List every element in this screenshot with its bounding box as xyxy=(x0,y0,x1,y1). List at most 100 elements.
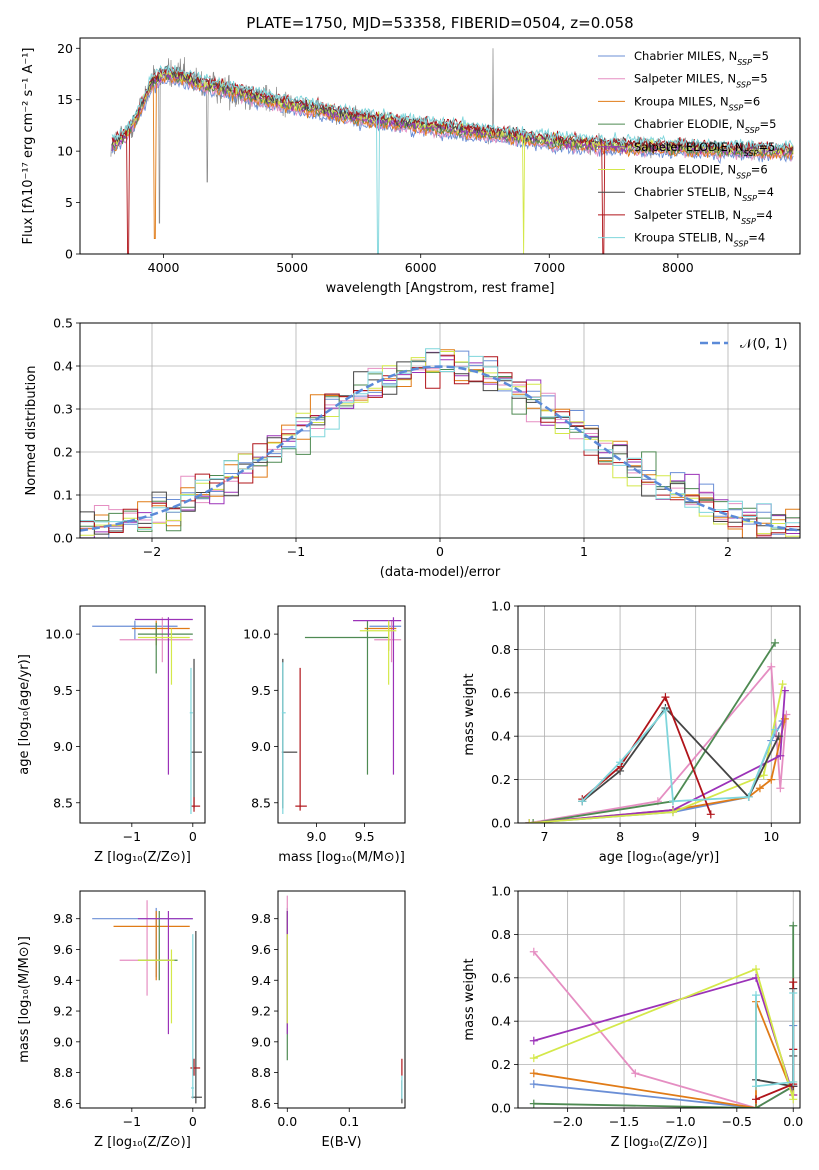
weights-vs-age-series-line xyxy=(581,708,776,803)
spectrum-ytick-label: 20 xyxy=(57,41,73,56)
residuals-ytick-label: 0.1 xyxy=(53,488,73,503)
weights-vs-Z-point-marker xyxy=(789,921,798,930)
mass-vs-EBV-ytick-label: 8.8 xyxy=(251,1065,271,1080)
weights-vs-age-point-marker xyxy=(778,680,787,689)
weights-vs-age-ytick-label: 0.0 xyxy=(491,816,511,831)
weights-vs-age-point-marker xyxy=(780,686,789,695)
weights-vs-age-series-line xyxy=(529,718,786,823)
residuals-ytick-label: 0.4 xyxy=(53,359,73,374)
residuals-xlabel: (data-model)/error xyxy=(380,565,501,580)
weights-vs-Z-series-line xyxy=(533,967,795,1100)
spectrum-ylabel: Flux [fλ10⁻¹⁷ erg cm⁻² s⁻¹ A⁻¹] xyxy=(21,48,36,245)
weights-vs-Z-point-marker xyxy=(752,1104,761,1108)
weights-vs-Z-ylabel: mass weight xyxy=(462,958,477,1040)
weights-vs-age-ytick-label: 0.4 xyxy=(491,729,511,744)
weights-vs-age-xtick-label: 8 xyxy=(616,829,624,844)
spectrum-frame xyxy=(79,37,801,255)
weights-vs-age-point-marker xyxy=(771,638,780,647)
weights-vs-age-point-marker xyxy=(776,784,785,793)
weights-vs-age-plot-area xyxy=(525,638,791,823)
spectrum-ytick-label: 5 xyxy=(65,195,73,210)
weights-vs-age-point-marker xyxy=(661,693,670,702)
weights-vs-age-point-marker xyxy=(668,797,677,806)
weights-vs-Z-point-marker xyxy=(789,1077,798,1086)
spectrum-legend-label: Kroupa MILES, NSSP=6 xyxy=(634,94,760,112)
age-vs-mass-ytick-label: 10.0 xyxy=(243,627,271,642)
spectrum-legend-label: Chabrier STELIB, NSSP=4 xyxy=(634,185,774,203)
weights-vs-age-xlabel: age [log₁₀(age/yr)] xyxy=(599,850,720,865)
age-vs-Z-xtick-label: 0 xyxy=(189,829,197,844)
weights-vs-age-series-line xyxy=(532,642,776,823)
spectrum-ytick-label: 0 xyxy=(65,247,73,262)
mass-vs-EBV-xtick-label: 0.1 xyxy=(339,1114,359,1129)
weights-vs-Z-ytick-label: 0.8 xyxy=(491,927,511,942)
spectrum-legend-label: Chabrier MILES, NSSP=5 xyxy=(634,49,769,67)
weights-vs-age-ytick-label: 0.2 xyxy=(491,772,511,787)
spectrum-xlabel: wavelength [Angstrom, rest frame] xyxy=(326,281,555,296)
weights-vs-Z-ytick-label: 0.4 xyxy=(491,1014,511,1029)
weights-vs-age-ytick-label: 0.6 xyxy=(491,685,511,700)
mass-vs-EBV-ytick-label: 9.6 xyxy=(251,942,271,957)
mass-vs-Z-frame xyxy=(79,890,206,1109)
mass-vs-Z-ytick-label: 9.6 xyxy=(53,942,73,957)
weights-vs-Z-ytick-label: 1.0 xyxy=(491,884,511,899)
weights-vs-age-point-marker xyxy=(744,792,753,801)
weights-vs-age-point-marker xyxy=(616,758,625,767)
weights-vs-Z-point-marker xyxy=(752,1082,761,1091)
weights-vs-Z-xtick-label: 0.0 xyxy=(783,1114,803,1129)
weights-vs-age-point-marker xyxy=(661,706,670,715)
mass-vs-Z-xtick-label: 0 xyxy=(189,1114,197,1129)
residuals-ylabel: Normed distribution xyxy=(24,366,39,496)
weights-vs-age-point-marker xyxy=(767,775,776,784)
age-vs-mass-xlabel: mass [log₁₀(M/M⊙)] xyxy=(278,850,405,865)
age-vs-mass-ytick-label: 9.5 xyxy=(251,683,271,698)
age-vs-mass-xtick-label: 9.0 xyxy=(307,829,327,844)
mass-vs-Z-ylabel: mass [log₁₀(M/M⊙)] xyxy=(17,936,32,1063)
age-vs-Z-plot-area xyxy=(92,617,202,815)
weights-vs-age-point-marker xyxy=(706,810,715,819)
weights-vs-Z-plot-area xyxy=(529,921,798,1108)
weights-vs-age-point-marker xyxy=(759,771,768,780)
mass-vs-Z-ytick-label: 9.4 xyxy=(53,973,73,988)
age-vs-Z-ytick-label: 8.5 xyxy=(53,795,73,810)
spectrum-ytick-label: 10 xyxy=(57,144,73,159)
age-vs-mass-plot-area xyxy=(281,617,402,815)
weights-vs-age-ytick-label: 0.8 xyxy=(491,642,511,657)
mass-vs-EBV-xtick-label: 0.0 xyxy=(277,1114,297,1129)
mass-vs-Z-ytick-label: 9.8 xyxy=(53,911,73,926)
weights-vs-Z-point-marker xyxy=(529,947,538,956)
age-vs-Z-ytick-label: 9.5 xyxy=(53,683,73,698)
weights-vs-Z-point-marker xyxy=(789,1095,798,1104)
mass-vs-Z-xlabel: Z [log₁₀(Z/Z⊙)] xyxy=(94,1135,191,1150)
mass-vs-EBV-ytick-label: 9.0 xyxy=(251,1034,271,1049)
weights-vs-age-frame xyxy=(517,605,801,824)
weights-vs-age-point-marker xyxy=(525,819,534,823)
weights-vs-Z-point-marker xyxy=(529,1054,538,1063)
weights-vs-Z-ytick-label: 0.0 xyxy=(491,1101,511,1116)
weights-vs-Z-point-marker xyxy=(752,965,761,974)
mass-vs-EBV-ytick-label: 9.2 xyxy=(251,1004,271,1019)
weights-vs-Z-point-marker xyxy=(752,1095,761,1104)
mass-vs-EBV-ytick-label: 9.8 xyxy=(251,911,271,926)
weights-vs-Z-xlabel: Z [log₁₀(Z/Z⊙)] xyxy=(611,1135,708,1150)
weights-vs-Z-ytick-label: 0.6 xyxy=(491,970,511,985)
weights-vs-Z-frame xyxy=(517,890,801,1109)
residuals-ytick-label: 0.0 xyxy=(53,531,73,546)
residuals-gaussian-line xyxy=(80,365,800,532)
weights-vs-Z-xtick-label: −1.0 xyxy=(665,1114,695,1129)
residuals-ytick-label: 0.3 xyxy=(53,402,73,417)
weights-vs-age-series-line xyxy=(529,690,786,823)
age-vs-Z-ylabel: age [log₁₀(age/yr)] xyxy=(17,654,32,775)
weights-vs-Z-point-marker xyxy=(752,991,761,1000)
spectrum-legend-label: Salpeter STELIB, NSSP=4 xyxy=(634,208,773,226)
weights-vs-age-xtick-label: 10 xyxy=(763,829,779,844)
weights-vs-age-xtick-label: 9 xyxy=(692,829,700,844)
spectrum-model-line xyxy=(111,72,794,240)
weights-vs-Z-point-marker xyxy=(789,978,798,987)
age-vs-mass-ytick-label: 9.0 xyxy=(251,739,271,754)
spectrum-model-line xyxy=(111,76,794,165)
mass-vs-Z-ytick-label: 8.6 xyxy=(53,1096,73,1111)
weights-vs-Z-series-line xyxy=(533,1025,795,1108)
weights-vs-age-point-marker xyxy=(767,662,776,671)
